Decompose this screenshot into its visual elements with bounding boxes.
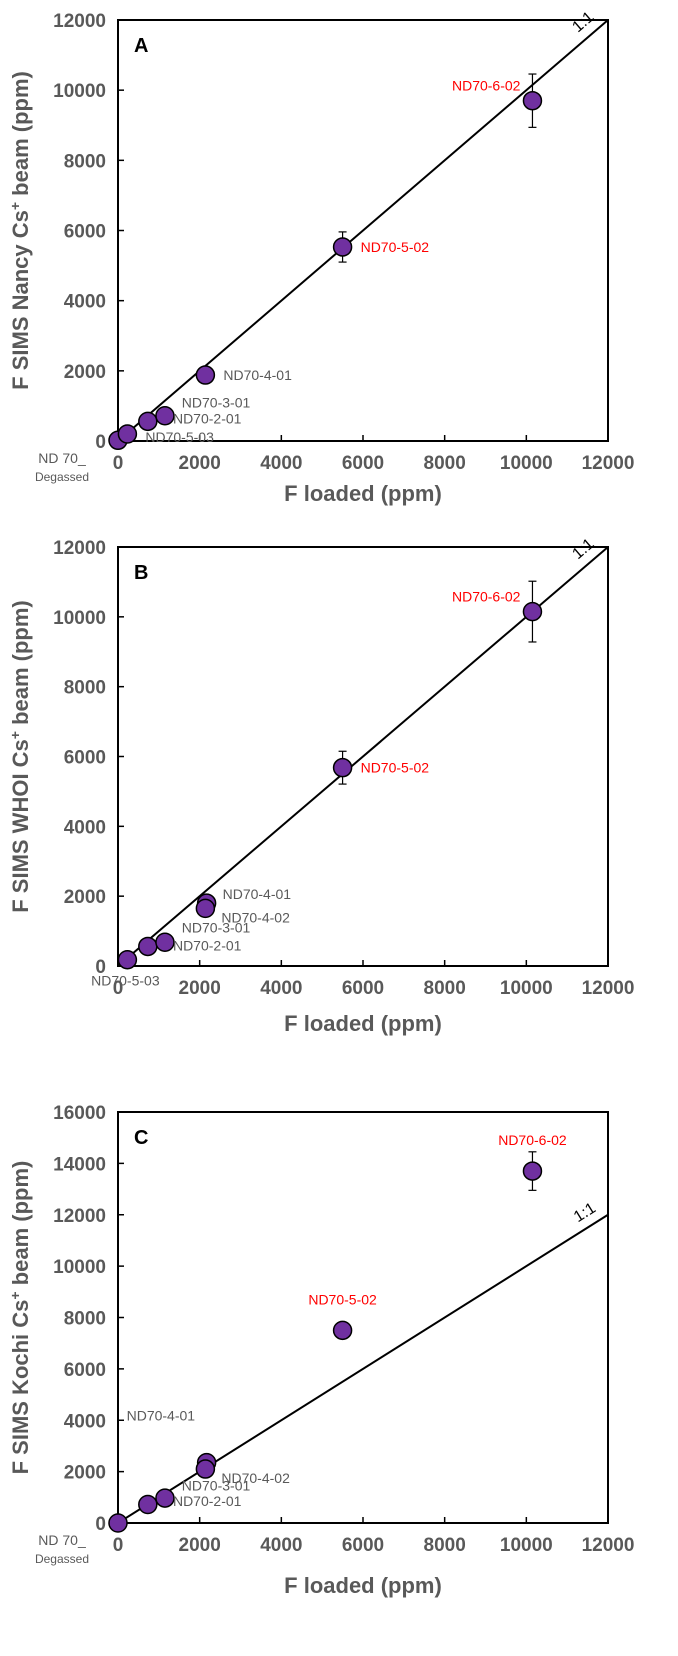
panel-c-x-tick-label: 12000 <box>582 1535 635 1556</box>
panel-c-data-point <box>195 1459 216 1479</box>
panel-c-point-label: ND70-6-02 <box>498 1132 567 1148</box>
panel-a-x-tick-label: 4000 <box>260 453 302 474</box>
panel-c-y-tick-label: 8000 <box>64 1309 106 1330</box>
panel-c-x-tick-label: 2000 <box>179 1535 221 1556</box>
panel-a-y-tick-label: 4000 <box>64 292 106 313</box>
panel-a-data-point <box>155 405 175 426</box>
panel-a-y-tick-label: 0 <box>95 432 106 453</box>
panel-a-x-tick-label: 10000 <box>500 453 553 474</box>
panel-c-chart: 0 2000 4000 6000 8000 10000 12000 0 2000 4000 6000… <box>7 1103 634 1598</box>
panel-b-data-point <box>117 949 138 970</box>
panel-c-y-tick-label: 14000 <box>53 1154 106 1175</box>
panel-b-point-label: ND70-4-02 <box>221 909 290 925</box>
panel-b-x-tick-label: 2000 <box>179 978 221 999</box>
panel-b-y-tick-label: 0 <box>95 957 106 978</box>
panel-a-y-tick-label: 2000 <box>64 362 106 383</box>
panel-a-data-point <box>332 237 353 257</box>
panel-c-point-label: ND70-4-02 <box>221 1470 290 1486</box>
panel-a-x-axis-label: F loaded (ppm) <box>284 481 442 506</box>
panel-b-x-axis-label: F loaded (ppm) <box>284 1011 442 1036</box>
panel-a-data-point <box>117 424 138 444</box>
panel-b-y-tick-label: 6000 <box>64 748 106 769</box>
panel-c-data-point <box>522 1161 543 1181</box>
panel-b-data-point <box>332 757 353 778</box>
panel-b-y-axis-label: F SIMS WHOI Cs+ beam (ppm) <box>7 600 33 913</box>
panel-b-chart: 0 2000 4000 6000 8000 10000 12000 0 2000 4000 6000… <box>7 535 634 1036</box>
panel-c-point-label: ND70-3-01 <box>182 1478 251 1494</box>
panel-a-point-label: ND70-4-01 <box>223 367 292 383</box>
panel-b-point-label: ND70-5-02 <box>361 760 430 776</box>
panel-b-point-label: ND70-3-01 <box>182 919 251 935</box>
panel-a-one-to-one-line <box>117 19 609 442</box>
panel-a-x-tick-label: 0 <box>113 453 124 474</box>
panel-c-y-tick-label: 0 <box>95 1514 106 1535</box>
panel-c-y-tick-label: 10000 <box>53 1257 106 1278</box>
panel-b-y-tick-label: 12000 <box>53 538 106 559</box>
panel-b-point-label: ND70-5-03 <box>91 973 160 989</box>
panel-c-point-label: ND 70_ Degassed <box>35 1532 89 1566</box>
panel-c-data-point <box>138 1494 158 1515</box>
panel-a-chart: 0 2000 4000 6000 8000 10000 12000 0 2000 4000 6000… <box>7 9 634 506</box>
panel-a-data-point <box>195 365 216 385</box>
panel-a-point-label: ND70-5-02 <box>361 239 430 255</box>
panel-c-y-tick-label: 6000 <box>64 1360 106 1381</box>
panel-a-x-tick-label: 8000 <box>424 453 466 474</box>
panel-c-y-tick-label: 16000 <box>53 1103 106 1124</box>
panel-a-point-label: ND70-3-01 <box>182 394 251 410</box>
panel-c-point-label: ND70-4-01 <box>127 1408 196 1424</box>
panel-b-panel-letter: B <box>134 562 148 584</box>
panel-a-panel-letter: A <box>134 35 148 57</box>
panel-a-y-tick-label: 8000 <box>64 151 106 172</box>
panel-c-y-tick-label: 2000 <box>64 1463 106 1484</box>
panel-c-x-tick-label: 6000 <box>342 1535 384 1556</box>
panel-b-x-tick-label: 6000 <box>342 978 384 999</box>
panel-a-y-tick-label: 10000 <box>53 81 106 102</box>
panel-c-data-point <box>108 1513 128 1533</box>
panel-c-point-label: ND70-2-01 <box>173 1493 242 1509</box>
panel-a-y-axis-label: F SIMS Nancy Cs+ beam (ppm) <box>7 71 33 390</box>
panel-c-x-axis-label: F loaded (ppm) <box>284 1573 442 1598</box>
panel-b-x-tick-label: 4000 <box>260 978 302 999</box>
panel-c-x-tick-label: 10000 <box>500 1535 553 1556</box>
panel-b-y-tick-label: 4000 <box>64 817 106 838</box>
panel-a-point-label: ND70-6-02 <box>452 78 521 94</box>
panel-b-data-point <box>155 932 175 953</box>
panel-b-y-tick-label: 10000 <box>53 608 106 629</box>
panel-a-point-label: ND70-5-03 <box>145 429 214 445</box>
panel-c-data-point <box>155 1488 175 1508</box>
panel-a-data-point <box>138 411 158 432</box>
panel-b-data-point <box>522 601 543 622</box>
panel-a-x-tick-label: 2000 <box>179 453 221 474</box>
panel-b-x-tick-label: 12000 <box>582 978 635 999</box>
panel-b-point-label: ND70-2-01 <box>173 937 242 953</box>
panel-a-x-tick-label: 6000 <box>342 453 384 474</box>
panel-b-y-tick-label: 8000 <box>64 678 106 699</box>
panel-a-data-point <box>522 90 543 111</box>
panel-c-data-point <box>332 1320 353 1341</box>
panel-c-panel-letter: C <box>134 1127 148 1149</box>
panel-c-y-axis-label: F SIMS Kochi Cs+ beam (ppm) <box>7 1161 33 1475</box>
panel-a-x-tick-label: 12000 <box>582 453 635 474</box>
panel-c-x-tick-label: 4000 <box>260 1535 302 1556</box>
panel-c-y-tick-label: 4000 <box>64 1411 106 1432</box>
panel-a-y-tick-label: 6000 <box>64 222 106 243</box>
panel-b-point-label: ND70-6-02 <box>452 589 521 605</box>
panel-b-point-label: ND70-4-01 <box>223 886 292 902</box>
panel-b-data-point <box>195 898 216 919</box>
panel-c-y-tick-label: 12000 <box>53 1206 106 1227</box>
panel-b-y-tick-label: 2000 <box>64 887 106 908</box>
panel-c-x-tick-label: 8000 <box>424 1535 466 1556</box>
panel-b-x-tick-label: 8000 <box>424 978 466 999</box>
panel-a-point-label: ND70-2-01 <box>173 411 242 427</box>
panel-b-x-tick-label: 10000 <box>500 978 553 999</box>
panel-c-x-tick-label: 0 <box>113 1535 124 1556</box>
panel-b-data-point <box>138 936 158 957</box>
panel-a-y-tick-label: 12000 <box>53 11 106 32</box>
panel-a-point-label: ND 70_ Degassed <box>35 450 89 484</box>
panel-c-point-label: ND70-5-02 <box>308 1291 377 1307</box>
panel-b-x-tick-label: 0 <box>113 978 124 999</box>
